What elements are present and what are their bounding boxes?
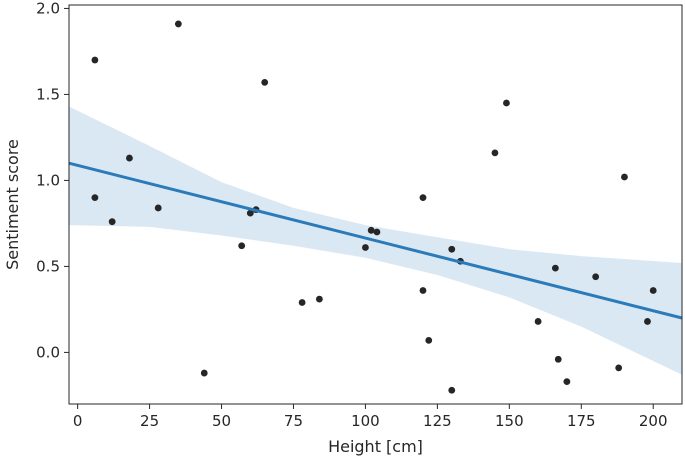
x-tick-label: 100 — [351, 412, 380, 430]
data-point-14 — [367, 226, 375, 234]
data-point-30 — [621, 173, 628, 181]
data-point-27 — [563, 378, 571, 386]
data-point-29 — [615, 364, 623, 372]
data-point-12 — [315, 295, 323, 303]
x-tick-label: 200 — [639, 412, 668, 430]
data-point-5 — [174, 20, 182, 28]
data-point-6 — [200, 369, 208, 377]
x-tick-label: 0 — [73, 412, 83, 430]
x-tick-label: 150 — [495, 412, 524, 430]
data-point-24 — [534, 318, 542, 325]
data-point-3 — [126, 154, 133, 162]
x-axis-title: Height [cm] — [328, 437, 423, 456]
data-point-20 — [448, 386, 456, 394]
y-tick-label: 0.0 — [36, 343, 60, 361]
data-point-0 — [91, 56, 99, 64]
data-point-16 — [419, 194, 427, 202]
data-point-32 — [649, 287, 657, 294]
data-point-26 — [554, 355, 562, 363]
x-tick-label: 25 — [140, 412, 159, 430]
data-point-22 — [491, 149, 499, 157]
y-tick-label: 2.0 — [36, 0, 60, 17]
y-axis-ticks: 0.0 0.5 1.0 1.5 2.0 — [36, 0, 69, 361]
y-axis-title: Sentiment score — [3, 139, 22, 270]
x-tick-label: 50 — [212, 412, 231, 430]
data-point-8 — [246, 209, 254, 217]
plot-frame — [68, 4, 683, 405]
y-tick-label: 1.0 — [36, 171, 60, 189]
x-tick-label: 125 — [423, 412, 452, 430]
data-point-31 — [644, 318, 651, 325]
data-point-4 — [154, 204, 162, 212]
data-point-18 — [425, 336, 433, 344]
y-tick-label: 0.5 — [36, 257, 60, 275]
y-tick-label: 1.5 — [36, 85, 60, 103]
data-point-19 — [448, 245, 456, 253]
regression-line — [68, 161, 683, 320]
data-point-11 — [298, 299, 306, 306]
data-point-23 — [503, 99, 510, 107]
data-points — [91, 20, 657, 394]
data-point-1 — [91, 194, 99, 202]
data-point-17 — [419, 287, 427, 294]
x-tick-label: 175 — [567, 412, 596, 430]
data-point-2 — [108, 218, 116, 226]
data-point-7 — [238, 242, 246, 250]
data-point-15 — [373, 228, 381, 236]
x-axis-ticks: 0 25 50 75 100 125 150 175 200 — [73, 404, 668, 430]
data-point-10 — [261, 78, 269, 86]
x-tick-label: 75 — [284, 412, 303, 430]
data-point-28 — [592, 273, 600, 281]
data-point-25 — [551, 264, 559, 272]
data-point-13 — [362, 244, 369, 251]
